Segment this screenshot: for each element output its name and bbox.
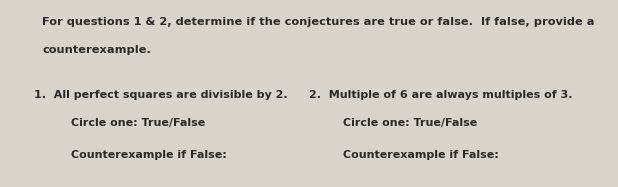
Text: Counterexample if False:: Counterexample if False: bbox=[71, 150, 227, 160]
Text: Counterexample if False:: Counterexample if False: bbox=[343, 150, 499, 160]
Text: Circle one: True/False: Circle one: True/False bbox=[343, 118, 477, 128]
Text: Circle one: True/False: Circle one: True/False bbox=[71, 118, 205, 128]
Text: counterexample.: counterexample. bbox=[42, 45, 151, 55]
Text: For questions 1 & 2, determine if the conjectures are true or false.  If false, : For questions 1 & 2, determine if the co… bbox=[42, 17, 595, 27]
Text: 1.  All perfect squares are divisible by 2.: 1. All perfect squares are divisible by … bbox=[34, 90, 287, 100]
Text: 2.  Multiple of 6 are always multiples of 3.: 2. Multiple of 6 are always multiples of… bbox=[309, 90, 572, 100]
